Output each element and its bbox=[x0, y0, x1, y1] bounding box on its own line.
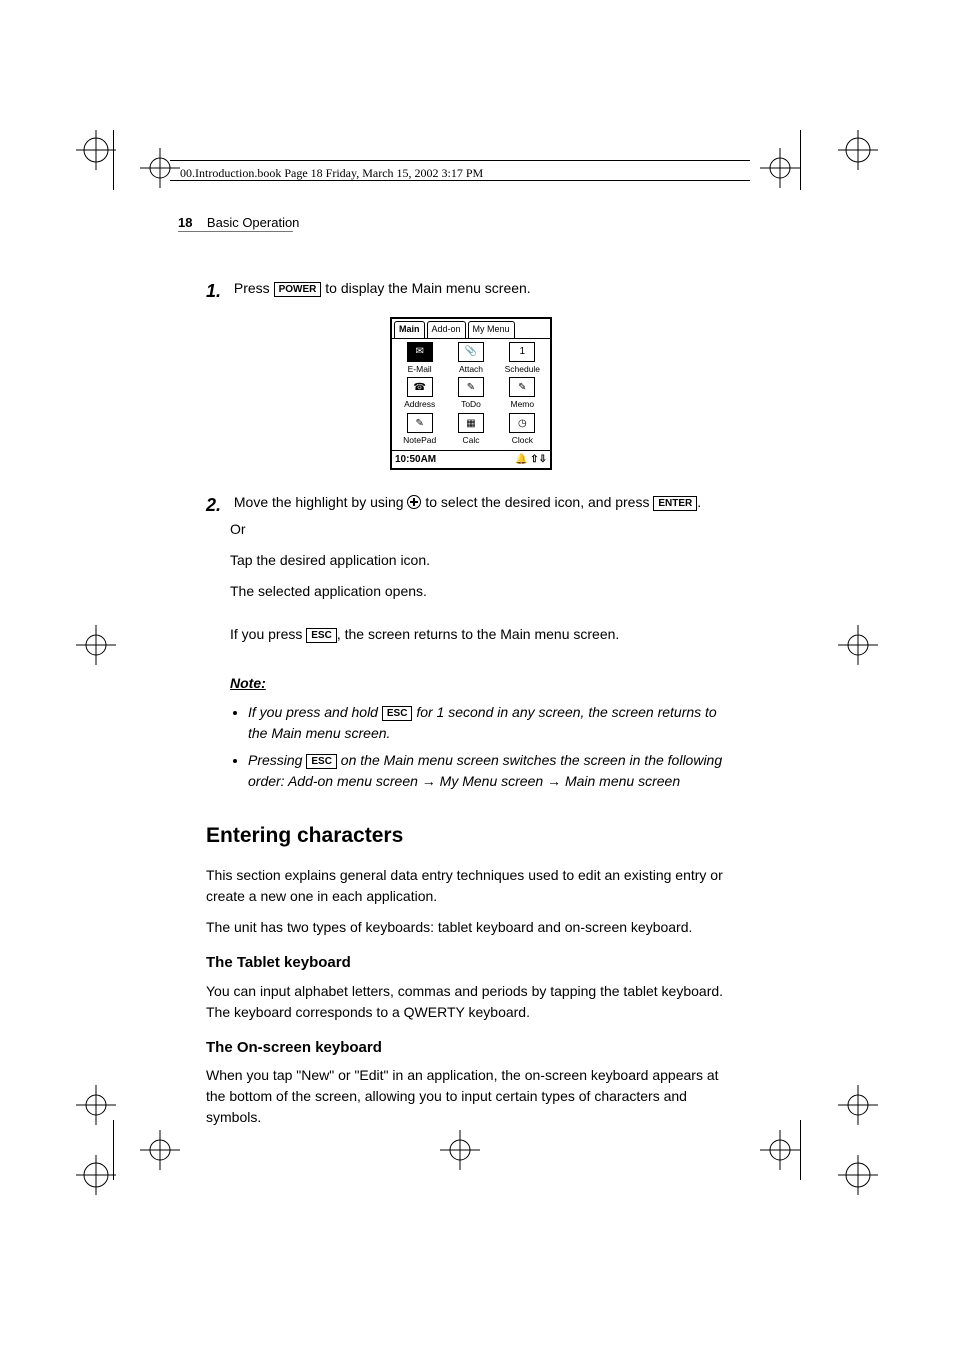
running-head: 18 Basic Operation bbox=[178, 215, 299, 230]
step-text: Tap the desired application icon. bbox=[230, 550, 736, 571]
icon-label: Address bbox=[394, 398, 445, 411]
step-text: If you press ESC, the screen returns to … bbox=[230, 624, 736, 645]
section-heading: Entering characters bbox=[206, 820, 736, 852]
attach-icon: 📎 bbox=[458, 342, 484, 362]
document-page: 00.Introduction.book Page 18 Friday, Mar… bbox=[0, 0, 954, 1351]
note-item: Pressing ESC on the Main menu screen swi… bbox=[248, 750, 736, 792]
registration-mark-icon bbox=[76, 1085, 116, 1125]
body-text: You can input alphabet letters, commas a… bbox=[206, 981, 736, 1023]
enter-keycap: ENTER bbox=[653, 496, 697, 511]
status-time: 10:50AM bbox=[395, 452, 436, 467]
registration-mark-icon bbox=[76, 130, 116, 170]
power-keycap: POWER bbox=[274, 282, 322, 297]
e-mail-icon: ✉ bbox=[407, 342, 433, 362]
app-icon-todo: ✎ToDo bbox=[445, 377, 496, 411]
body-text: This section explains general data entry… bbox=[206, 865, 736, 907]
registration-mark-icon bbox=[76, 625, 116, 665]
address-icon: ☎ bbox=[407, 377, 433, 397]
icon-label: Memo bbox=[497, 398, 548, 411]
app-icon-e-mail: ✉E-Mail bbox=[394, 342, 445, 376]
icon-grid: ✉E-Mail📎Attach1Schedule☎Address✎ToDo✎Mem… bbox=[392, 339, 550, 450]
screenshot-tabs: Main Add-on My Menu bbox=[392, 319, 550, 339]
memo-icon: ✎ bbox=[509, 377, 535, 397]
registration-mark-icon bbox=[140, 148, 180, 188]
step-text: The selected application opens. bbox=[230, 581, 736, 602]
app-icon-attach: 📎Attach bbox=[445, 342, 496, 376]
section-name: Basic Operation bbox=[207, 215, 300, 230]
app-icon-calc: ▦Calc bbox=[445, 413, 496, 447]
guide-line bbox=[800, 1120, 801, 1180]
icon-label: ToDo bbox=[445, 398, 496, 411]
registration-mark-icon bbox=[760, 1130, 800, 1170]
registration-mark-icon bbox=[140, 1130, 180, 1170]
notepad-icon: ✎ bbox=[407, 413, 433, 433]
header-rule bbox=[170, 160, 750, 161]
step-text: Press POWER to display the Main menu scr… bbox=[234, 280, 531, 296]
todo-icon: ✎ bbox=[458, 377, 484, 397]
subsection-heading: The On-screen keyboard bbox=[206, 1037, 736, 1060]
registration-mark-icon bbox=[76, 1155, 116, 1195]
icon-label: Attach bbox=[445, 363, 496, 376]
guide-line bbox=[113, 1120, 114, 1180]
app-icon-memo: ✎Memo bbox=[497, 377, 548, 411]
tab-addon: Add-on bbox=[427, 321, 466, 338]
note-block: Note: If you press and hold ESC for 1 se… bbox=[206, 673, 736, 792]
icon-label: NotePad bbox=[394, 434, 445, 447]
schedule-icon: 1 bbox=[509, 342, 535, 362]
icon-label: Calc bbox=[445, 434, 496, 447]
registration-mark-icon bbox=[838, 130, 878, 170]
esc-keycap: ESC bbox=[306, 628, 337, 643]
step-text: Move the highlight by using to select th… bbox=[234, 494, 701, 510]
header-rule bbox=[170, 180, 750, 181]
guide-line bbox=[800, 130, 801, 190]
content-area: 1. Press POWER to display the Main menu … bbox=[206, 278, 736, 1138]
registration-mark-icon bbox=[838, 1155, 878, 1195]
app-icon-notepad: ✎NotePad bbox=[394, 413, 445, 447]
calc-icon: ▦ bbox=[458, 413, 484, 433]
note-item: If you press and hold ESC for 1 second i… bbox=[248, 702, 736, 744]
running-head-underline bbox=[178, 231, 293, 232]
step-1: 1. Press POWER to display the Main menu … bbox=[206, 278, 736, 305]
esc-keycap: ESC bbox=[382, 706, 413, 721]
nav-pad-icon bbox=[407, 495, 421, 509]
tab-mymenu: My Menu bbox=[468, 321, 515, 338]
step-text: Or bbox=[230, 519, 736, 540]
guide-line bbox=[113, 130, 114, 190]
status-icons: 🔔 ⇧⇩ bbox=[515, 452, 547, 467]
registration-mark-icon bbox=[838, 625, 878, 665]
status-bar: 10:50AM 🔔 ⇧⇩ bbox=[392, 450, 550, 468]
app-icon-address: ☎Address bbox=[394, 377, 445, 411]
device-screenshot: Main Add-on My Menu ✉E-Mail📎Attach1Sched… bbox=[390, 317, 552, 470]
note-heading: Note: bbox=[230, 673, 736, 694]
icon-label: Schedule bbox=[497, 363, 548, 376]
app-icon-clock: ◷Clock bbox=[497, 413, 548, 447]
step-number: 2. bbox=[206, 492, 230, 519]
clock-icon: ◷ bbox=[509, 413, 535, 433]
header-crop-info: 00.Introduction.book Page 18 Friday, Mar… bbox=[180, 166, 483, 181]
tab-main: Main bbox=[394, 321, 425, 338]
step-number: 1. bbox=[206, 278, 230, 305]
step-2: 2. Move the highlight by using to select… bbox=[206, 492, 736, 645]
registration-mark-icon bbox=[838, 1085, 878, 1125]
body-text: When you tap "New" or "Edit" in an appli… bbox=[206, 1065, 736, 1128]
note-list: If you press and hold ESC for 1 second i… bbox=[232, 702, 736, 792]
subsection-heading: The Tablet keyboard bbox=[206, 952, 736, 975]
icon-label: Clock bbox=[497, 434, 548, 447]
icon-label: E-Mail bbox=[394, 363, 445, 376]
page-number: 18 bbox=[178, 215, 192, 230]
esc-keycap: ESC bbox=[306, 754, 337, 769]
body-text: The unit has two types of keyboards: tab… bbox=[206, 917, 736, 938]
registration-mark-icon bbox=[760, 148, 800, 188]
app-icon-schedule: 1Schedule bbox=[497, 342, 548, 376]
